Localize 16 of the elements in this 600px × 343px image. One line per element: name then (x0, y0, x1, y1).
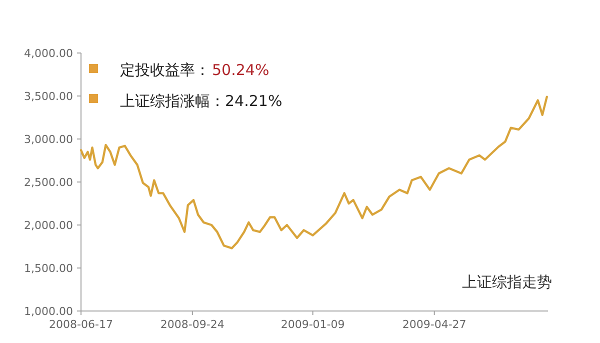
y-tick-label: 3,000.00 (24, 133, 73, 146)
y-tick-label: 1,000.00 (24, 305, 73, 318)
annotation: 上证综指走势 (462, 273, 552, 291)
x-tick-label: 2009-04-27 (402, 318, 466, 331)
annotation: 上证综指涨幅：24.21% (120, 92, 282, 110)
y-tick-label: 3,500.00 (24, 90, 73, 103)
line-series (80, 96, 548, 250)
annotation: 定投收益率： (120, 61, 210, 79)
annotation: 50.24% (212, 61, 270, 79)
x-tick-label: 2008-06-17 (49, 318, 113, 331)
y-tick-label: 1,500.00 (24, 262, 73, 275)
y-tick-label: 2,500.00 (24, 176, 73, 189)
x-tick-label: 2009-01-09 (280, 318, 345, 331)
y-tick-label: 2,000.00 (24, 219, 73, 232)
x-tick-label: 2008-09-24 (160, 318, 224, 331)
y-tick-label: 4,000.00 (24, 47, 73, 60)
